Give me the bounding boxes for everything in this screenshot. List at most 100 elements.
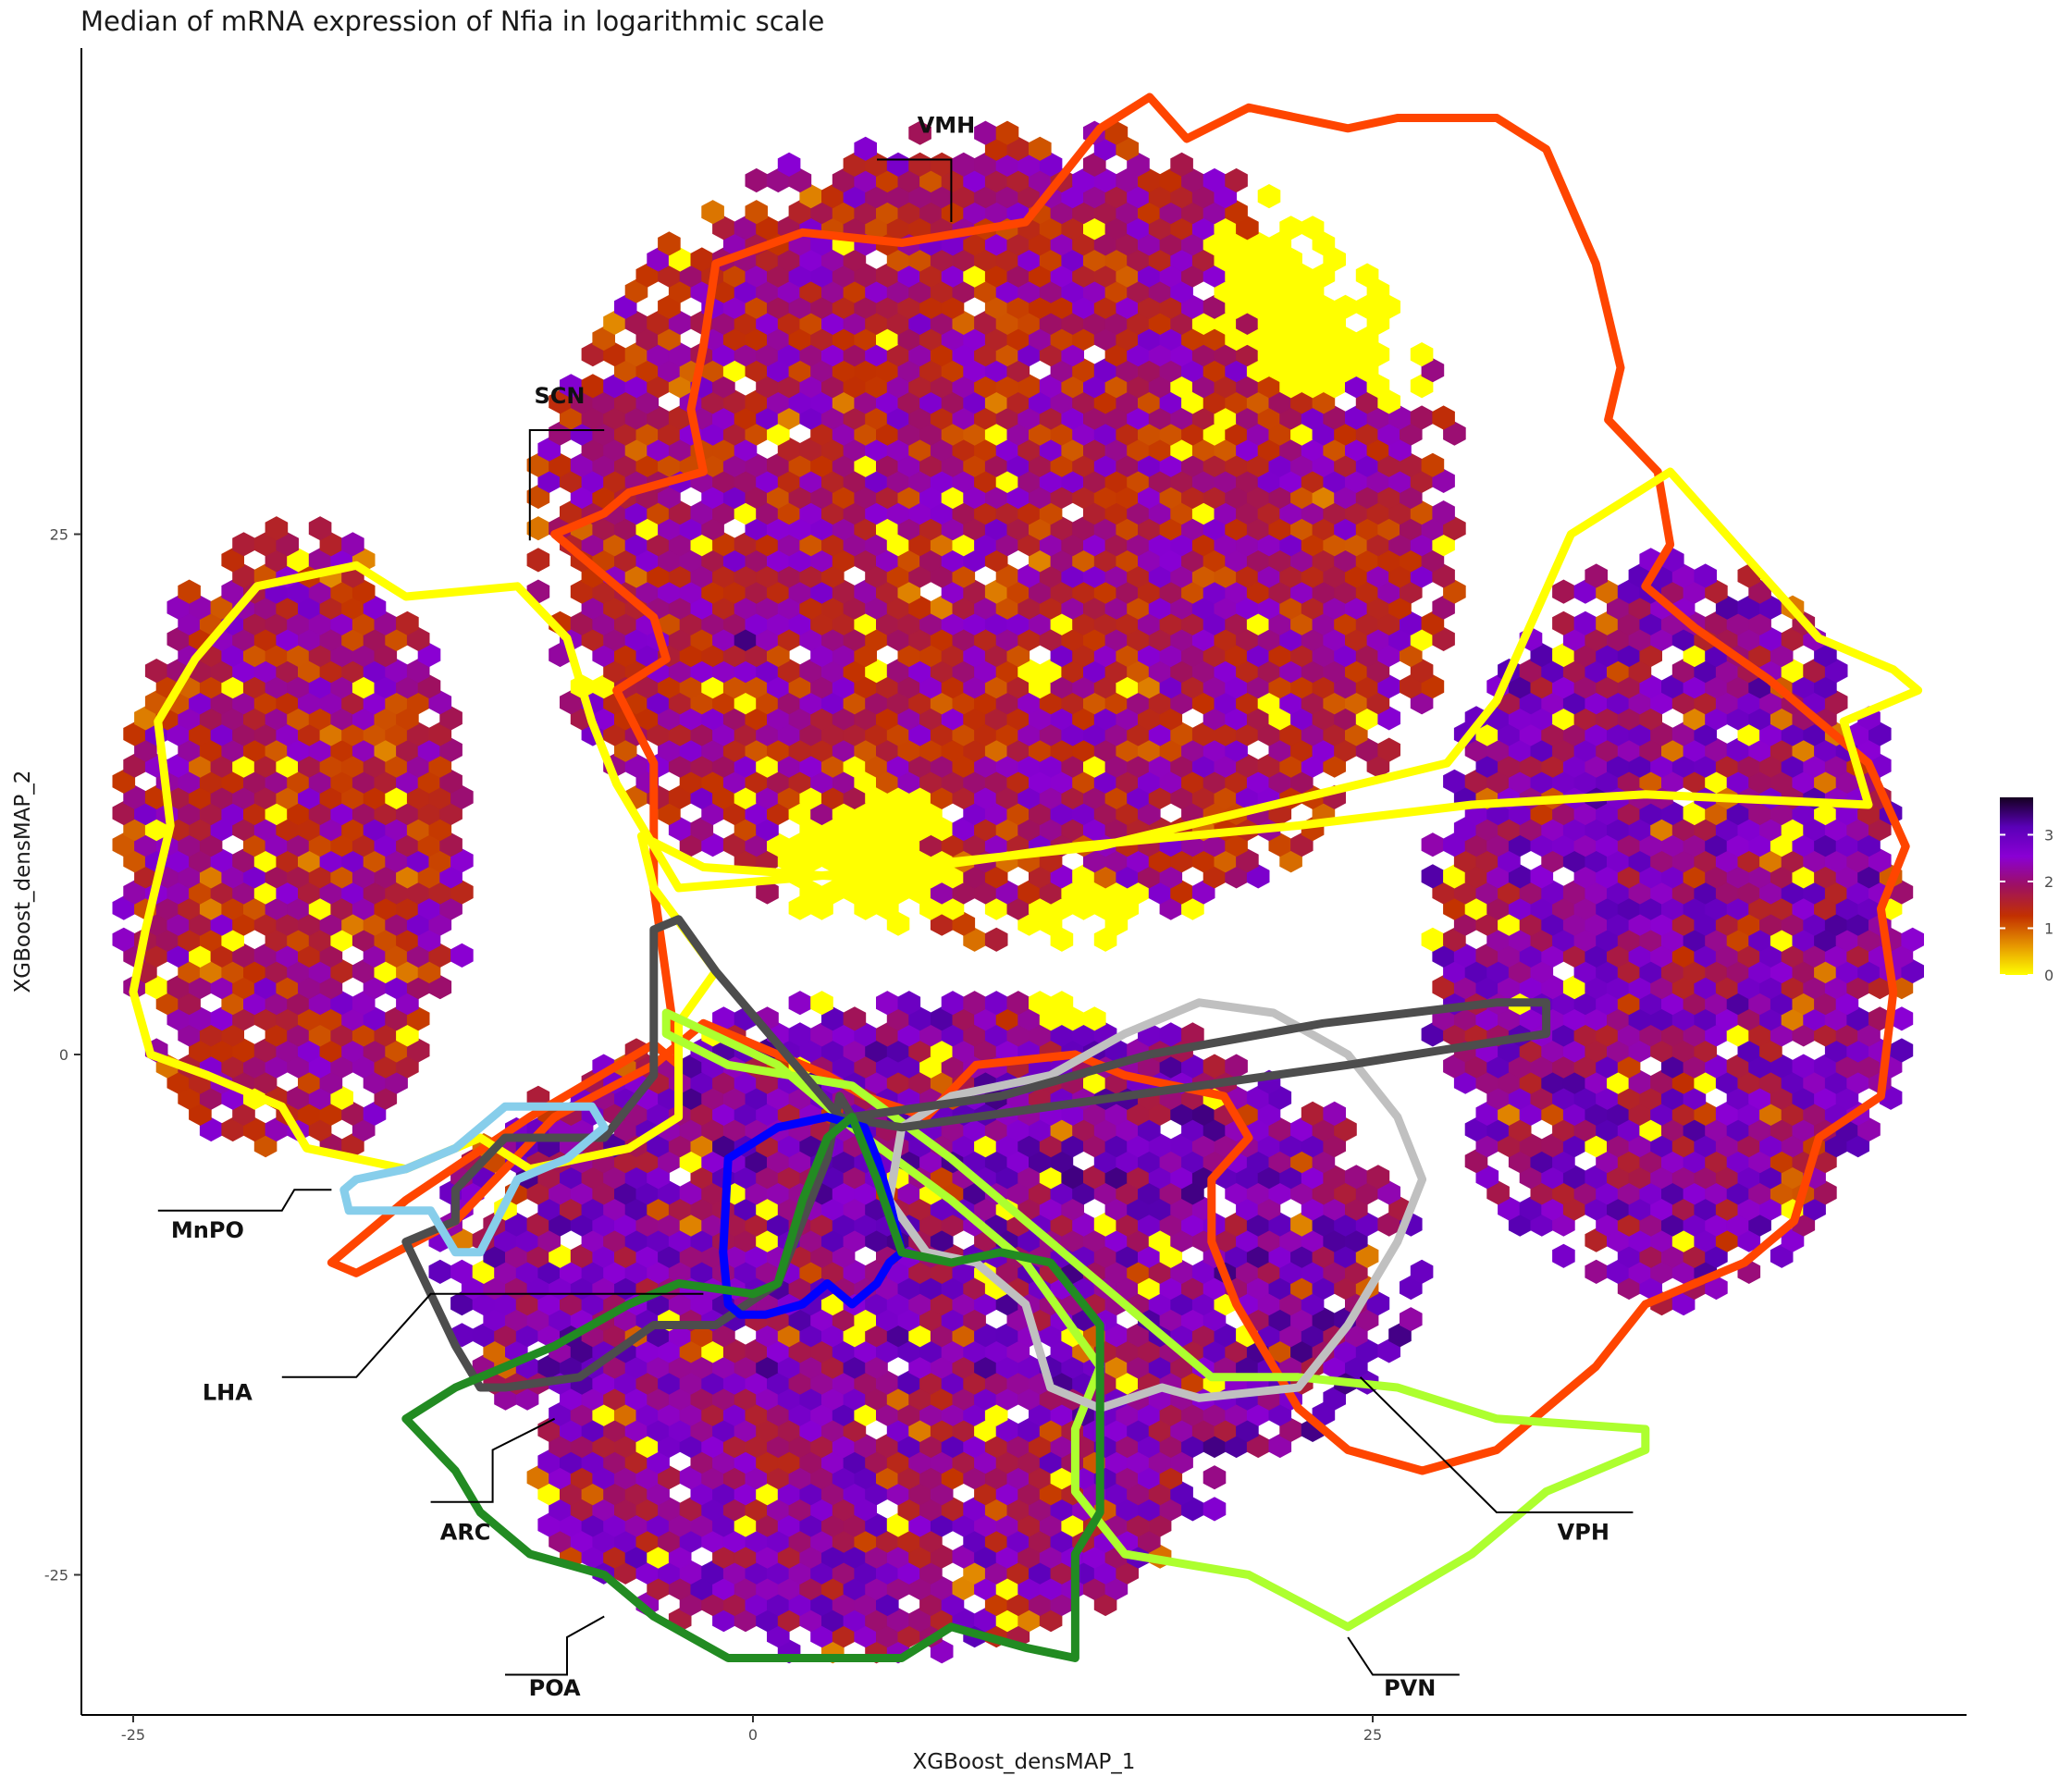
hex-cell xyxy=(1104,817,1128,842)
hex-cell xyxy=(679,263,703,288)
hex-cell xyxy=(1355,516,1379,541)
hex-cell xyxy=(1400,548,1423,573)
hex-cell xyxy=(592,516,615,541)
hex-cell xyxy=(756,659,779,684)
hex-cell xyxy=(1846,911,1869,936)
hex-cell xyxy=(908,247,931,272)
hex-cell xyxy=(897,800,921,826)
hex-cell xyxy=(647,500,670,525)
hex-cell xyxy=(1628,943,1652,968)
hex-cell xyxy=(821,310,845,335)
hex-cell xyxy=(1148,342,1172,367)
hex-cell xyxy=(963,1401,986,1426)
hex-cell xyxy=(908,310,931,335)
hex-cell xyxy=(821,1165,845,1190)
hex-cell xyxy=(810,548,833,573)
hex-cell xyxy=(428,753,452,778)
hex-cell xyxy=(679,737,703,762)
hex-cell xyxy=(1018,468,1041,493)
hex-cell xyxy=(647,1575,670,1600)
hex-cell xyxy=(199,737,223,762)
hex-cell xyxy=(777,247,801,272)
hex-cell xyxy=(1530,927,1554,952)
hex-cell xyxy=(1050,800,1074,826)
hex-cell xyxy=(1694,975,1717,1000)
hex-cell xyxy=(624,278,648,303)
hex-cell xyxy=(952,595,976,620)
hex-cell xyxy=(1639,864,1662,889)
hex-cell xyxy=(919,326,943,352)
hex-cell xyxy=(668,626,692,651)
hex-cell xyxy=(581,1512,605,1537)
hex-cell xyxy=(876,769,899,794)
hex-cell xyxy=(287,610,310,635)
hex-cell xyxy=(854,167,877,193)
hex-cell xyxy=(1214,216,1238,240)
hex-cell xyxy=(1596,800,1619,826)
region-outline-pvn xyxy=(661,1008,1650,1632)
hex-cell xyxy=(799,1133,822,1158)
hex-cell xyxy=(1138,167,1161,193)
hex-cell xyxy=(352,864,376,889)
hex-cell xyxy=(963,389,986,414)
hex-cell xyxy=(1290,579,1314,604)
hex-cell xyxy=(919,1497,943,1522)
hex-cell xyxy=(1170,1291,1193,1316)
hex-cell xyxy=(1650,911,1673,936)
hex-cell xyxy=(886,1544,910,1569)
hex-cell xyxy=(974,1323,997,1348)
hex-cell xyxy=(767,516,790,541)
hex-cell xyxy=(1334,358,1357,383)
hex-cell xyxy=(537,1449,561,1474)
hex-cell xyxy=(908,120,931,145)
hex-cell xyxy=(1093,548,1117,573)
hex-cell xyxy=(341,1006,364,1031)
hex-cell xyxy=(767,167,790,193)
hex-cell xyxy=(777,342,801,367)
hex-cell xyxy=(897,167,921,193)
hex-cell xyxy=(756,784,779,809)
hex-cell xyxy=(1683,1149,1707,1174)
hex-cell xyxy=(722,1497,746,1522)
hex-cell xyxy=(406,975,430,1000)
hex-cell xyxy=(832,1591,856,1617)
hex-cell xyxy=(1585,1069,1608,1094)
hex-cell xyxy=(1093,1212,1117,1237)
hex-cell xyxy=(1006,263,1030,288)
hex-cell xyxy=(930,880,954,905)
hex-cell xyxy=(1159,484,1183,510)
hex-cell xyxy=(1705,991,1728,1016)
hex-cell xyxy=(1181,1054,1204,1079)
hex-cell xyxy=(952,690,976,715)
hex-cell xyxy=(1552,800,1575,826)
hex-cell xyxy=(712,753,735,778)
hex-cell xyxy=(1562,975,1586,1000)
hex-cell xyxy=(984,1591,1008,1617)
hex-cell xyxy=(974,374,997,399)
hex-cell xyxy=(1159,864,1183,889)
hex-cell xyxy=(1225,358,1248,383)
hex-cell xyxy=(1138,1243,1161,1268)
hex-cell xyxy=(722,769,746,794)
hex-cell xyxy=(1138,1401,1161,1426)
hex-cell xyxy=(647,1133,670,1158)
hex-cell xyxy=(690,1259,714,1284)
hex-cell xyxy=(1202,642,1227,668)
hex-cell xyxy=(756,1259,779,1284)
hex-cell xyxy=(614,1243,637,1268)
hex-cell xyxy=(679,516,703,541)
hex-cell xyxy=(439,864,462,889)
hex-cell xyxy=(886,722,910,746)
hex-cell xyxy=(178,991,201,1016)
hex-cell xyxy=(952,532,976,557)
hex-cell xyxy=(1050,389,1074,414)
hex-cell xyxy=(189,1006,212,1031)
hex-cell xyxy=(658,1560,681,1585)
hex-cell xyxy=(908,184,931,209)
hex-cell xyxy=(658,516,681,541)
hex-cell xyxy=(777,310,801,335)
hex-cell xyxy=(865,1512,888,1537)
hex-cell xyxy=(1366,595,1390,620)
hex-cell xyxy=(1596,832,1619,857)
hex-cell xyxy=(1039,753,1063,778)
